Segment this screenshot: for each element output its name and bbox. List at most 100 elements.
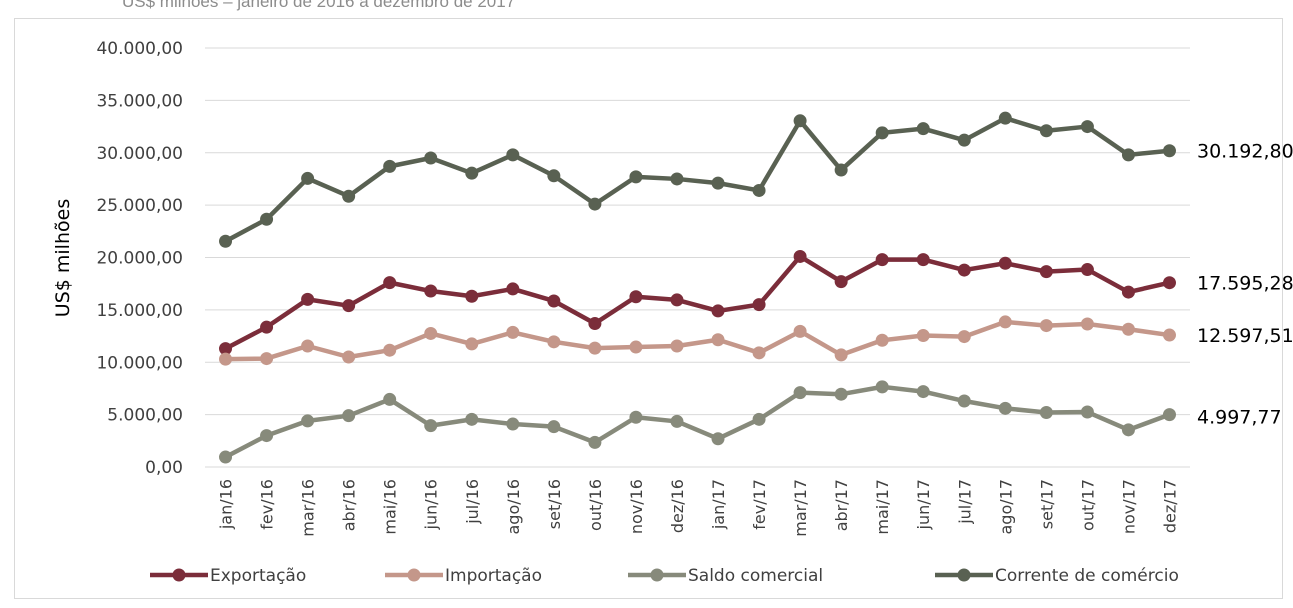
data-point: [219, 450, 233, 464]
data-point: [465, 337, 479, 351]
data-point: [629, 170, 643, 184]
data-point: [711, 304, 725, 318]
x-tick-label: jan/17: [709, 479, 728, 530]
series-exportação: [219, 249, 1176, 356]
x-tick-label: abr/16: [340, 479, 359, 531]
legend-item: Saldo comercial: [628, 566, 823, 586]
data-point: [301, 414, 315, 428]
data-point: [1162, 328, 1176, 342]
y-tick-label: 15.000,00: [96, 301, 183, 321]
data-point: [465, 289, 479, 303]
data-point: [424, 151, 438, 165]
x-tick-label: fev/16: [258, 479, 277, 530]
x-tick-label: jun/16: [422, 479, 441, 530]
legend-swatch-marker: [650, 568, 664, 582]
data-point: [957, 263, 971, 277]
data-point: [998, 111, 1012, 125]
data-point: [1162, 408, 1176, 422]
data-point: [875, 333, 889, 347]
data-point: [260, 352, 274, 366]
data-point: [424, 326, 438, 340]
data-point: [342, 189, 356, 203]
data-point: [670, 293, 684, 307]
x-tick-label: out/17: [1078, 479, 1097, 531]
legend-label: Corrente de comércio: [995, 566, 1179, 586]
data-point: [916, 253, 930, 267]
data-point: [1080, 263, 1094, 277]
data-point: [1121, 423, 1135, 437]
data-point: [1121, 285, 1135, 299]
x-tick-label: nov/17: [1119, 479, 1138, 534]
data-point: [588, 316, 602, 330]
series-saldo-comercial: [219, 380, 1176, 464]
x-tick-label: mai/17: [873, 479, 892, 535]
y-tick-label: 20.000,00: [96, 249, 183, 269]
x-tick-label: out/16: [586, 479, 605, 531]
y-tick-label: 40.000,00: [96, 39, 183, 59]
data-point: [670, 339, 684, 353]
data-point: [588, 197, 602, 211]
x-tick-label: jul/16: [463, 479, 482, 525]
y-tick-label: 25.000,00: [96, 196, 183, 216]
data-point: [916, 385, 930, 399]
data-point: [793, 249, 807, 263]
chart-border: [14, 18, 1283, 599]
data-point: [711, 333, 725, 347]
data-point: [547, 169, 561, 183]
legend-label: Exportação: [210, 566, 306, 586]
data-point: [957, 133, 971, 147]
data-point: [547, 294, 561, 308]
data-point: [793, 386, 807, 400]
x-tick-label: mai/16: [381, 479, 400, 535]
data-point: [506, 417, 520, 431]
legend-label: Importação: [445, 566, 542, 586]
data-point: [1080, 317, 1094, 331]
y-axis-ticks: 0,00 5.000,00 10.000,00 15.000,00 20.000,00 2…: [96, 39, 183, 478]
x-tick-label: dez/17: [1160, 479, 1179, 533]
series-group: [219, 111, 1176, 464]
data-point: [834, 275, 848, 289]
x-tick-label: nov/16: [627, 479, 646, 534]
y-axis-label: US$ milhões: [52, 199, 74, 317]
data-point: [834, 163, 848, 177]
data-point: [752, 298, 766, 312]
end-value-label: 4.997,77: [1197, 407, 1282, 429]
data-point: [424, 419, 438, 433]
gridlines: [205, 47, 1190, 468]
data-point: [219, 352, 233, 366]
data-point: [301, 339, 315, 353]
x-tick-label: dez/16: [668, 479, 687, 533]
series-line: [224, 115, 1170, 244]
x-tick-label: mar/16: [299, 479, 318, 537]
data-point: [629, 410, 643, 424]
data-point: [1039, 265, 1053, 279]
data-point: [383, 343, 397, 357]
legend-swatch-marker: [172, 568, 186, 582]
data-point: [1080, 405, 1094, 419]
data-point: [342, 409, 356, 423]
legend-item: Importação: [385, 566, 542, 586]
y-tick-label: 0,00: [145, 458, 183, 478]
data-point: [875, 126, 889, 140]
data-point: [1162, 144, 1176, 158]
data-point: [752, 183, 766, 197]
data-point: [547, 420, 561, 434]
data-point: [998, 256, 1012, 270]
data-point: [916, 329, 930, 343]
x-tick-label: set/16: [545, 479, 564, 529]
end-value-label: 17.595,28: [1197, 273, 1293, 295]
data-point: [465, 412, 479, 426]
x-tick-label: abr/17: [832, 479, 851, 531]
data-point: [342, 350, 356, 364]
data-point: [506, 148, 520, 162]
x-tick-label: jun/17: [914, 479, 933, 530]
data-point: [957, 330, 971, 344]
data-point: [424, 284, 438, 298]
series-line: [224, 254, 1170, 351]
data-point: [1039, 319, 1053, 333]
data-point: [383, 392, 397, 406]
x-tick-label: ago/16: [504, 479, 523, 535]
y-tick-label: 35.000,00: [96, 91, 183, 111]
